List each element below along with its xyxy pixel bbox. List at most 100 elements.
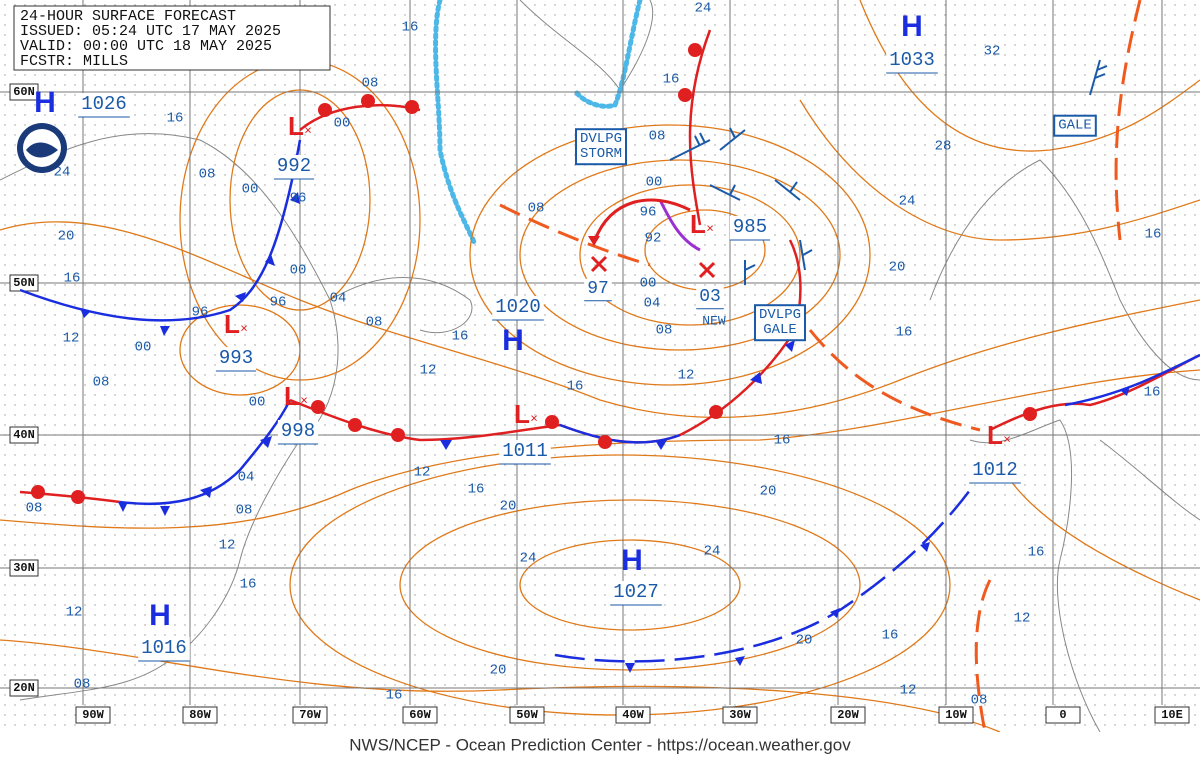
isobar-label: 16 [896, 325, 913, 341]
low-x: × [304, 122, 312, 137]
isobar-label: 16 [1028, 545, 1045, 561]
low-pressure: 998 [281, 420, 315, 442]
warning-text: DVLPG [580, 131, 622, 147]
label-bg [273, 155, 315, 180]
isobar-label: 20 [58, 229, 75, 245]
warning-text: GALE [763, 322, 797, 338]
warning-frame [1053, 114, 1097, 137]
isobar-label: 16 [567, 379, 584, 395]
header-box [13, 5, 331, 71]
label-box [830, 706, 866, 724]
isobar-label: 16 [386, 688, 403, 704]
isobar-label: 08 [971, 693, 988, 709]
isobar-label: 16 [64, 271, 81, 287]
isobar-label: 12 [66, 605, 83, 621]
label-bg [886, 49, 938, 74]
isobar-label: 16 [240, 577, 257, 593]
isobar-label: 20 [796, 633, 813, 649]
isobar-label: 32 [984, 44, 1001, 60]
high-pressure: 1026 [81, 93, 127, 115]
isobar-label: 24 [704, 544, 721, 560]
isobar-label: 16 [774, 433, 791, 449]
low-pressure: 1012 [972, 459, 1018, 481]
isobar-label: 16 [882, 628, 899, 644]
longitude-label: 10E [1161, 708, 1183, 722]
isobar-label: 08 [649, 129, 666, 145]
annotation: NEW [702, 313, 726, 328]
isobar-label: 08 [93, 375, 110, 391]
latitude-label: 20N [13, 681, 35, 695]
high-symbol: H [149, 599, 171, 632]
isobar-label: 16 [167, 111, 184, 127]
isobar-label: 16 [1145, 227, 1162, 243]
isobar-label: 00 [334, 116, 351, 132]
low-symbol: L [288, 111, 304, 141]
isobar-label: 16 [1144, 385, 1161, 401]
high-pressure: 1027 [613, 581, 659, 603]
isobar-label: 20 [490, 663, 507, 679]
label-box [9, 559, 39, 577]
label-bg [499, 440, 551, 465]
longitude-label: 10W [945, 708, 967, 722]
low-pressure: 985 [733, 216, 767, 238]
isobar-label: 20 [889, 260, 906, 276]
footer: NWS/NCEP - Ocean Prediction Center - htt… [349, 735, 851, 754]
isobar-label: 00 [640, 276, 657, 292]
low-pressure: 1011 [502, 440, 548, 462]
isobar-label: 08 [26, 501, 43, 517]
header-line: ISSUED: 05:24 UTC 17 MAY 2025 [20, 23, 281, 40]
label-bg [138, 637, 190, 662]
longitude-label: 30W [729, 708, 751, 722]
low-symbol: L [514, 399, 530, 429]
isobar-label: 08 [199, 167, 216, 183]
warning-frame [753, 304, 807, 342]
isobar-label: 96 [192, 305, 209, 321]
warning-frame [574, 128, 628, 166]
low-pressure: 992 [277, 155, 311, 177]
longitude-label: 40W [622, 708, 644, 722]
forecast-position: 03 [699, 287, 721, 307]
warning-text: GALE [1058, 118, 1092, 134]
isobar-label: 12 [678, 368, 695, 384]
label-bg [610, 581, 662, 606]
isobar-label: 96 [290, 191, 307, 207]
label-bg [729, 216, 771, 241]
warning-text: STORM [580, 146, 622, 162]
footer-area [0, 732, 1200, 764]
isobar-label: 00 [135, 340, 152, 356]
low-x: × [706, 220, 714, 235]
latitude-label: 40N [13, 428, 35, 442]
high-pressure: 1033 [889, 49, 935, 71]
label-bg [492, 296, 544, 321]
low-symbol: L [987, 420, 1003, 450]
latitude-label: 30N [13, 561, 35, 575]
isobar-label: 08 [362, 76, 379, 92]
high-symbol: H [34, 86, 56, 119]
low-x: × [240, 320, 248, 335]
low-x: × [530, 410, 538, 425]
isobar-label: 00 [242, 182, 259, 198]
isobar-label: 04 [330, 291, 347, 307]
isobar-label: 96 [640, 205, 657, 221]
longitude-label: 60W [409, 708, 431, 722]
isobar-label: 16 [402, 20, 419, 36]
isobar-label: 28 [935, 139, 952, 155]
high-symbol: H [621, 544, 643, 577]
longitude-label: 50W [516, 708, 538, 722]
low-symbol: L [284, 381, 300, 411]
label-box [722, 706, 758, 724]
isobar-label: 16 [452, 329, 469, 345]
graticule: 60N 50N 40N 30N 20N 90W 80W 70W 60W 50W 40W 30W 20W 1… [0, 0, 1200, 724]
longitude-label: 0 [1059, 708, 1066, 722]
isobar-label: 12 [900, 683, 917, 699]
longitude-label: 70W [299, 708, 321, 722]
warning-box: GALE [1053, 114, 1097, 137]
isobar-label: 00 [290, 263, 307, 279]
isobar-label: 20 [760, 484, 777, 500]
high-pressure: 1020 [495, 296, 541, 318]
isobar-label: 04 [644, 296, 661, 312]
label-bg [584, 278, 612, 301]
noaa-logo [17, 123, 67, 173]
